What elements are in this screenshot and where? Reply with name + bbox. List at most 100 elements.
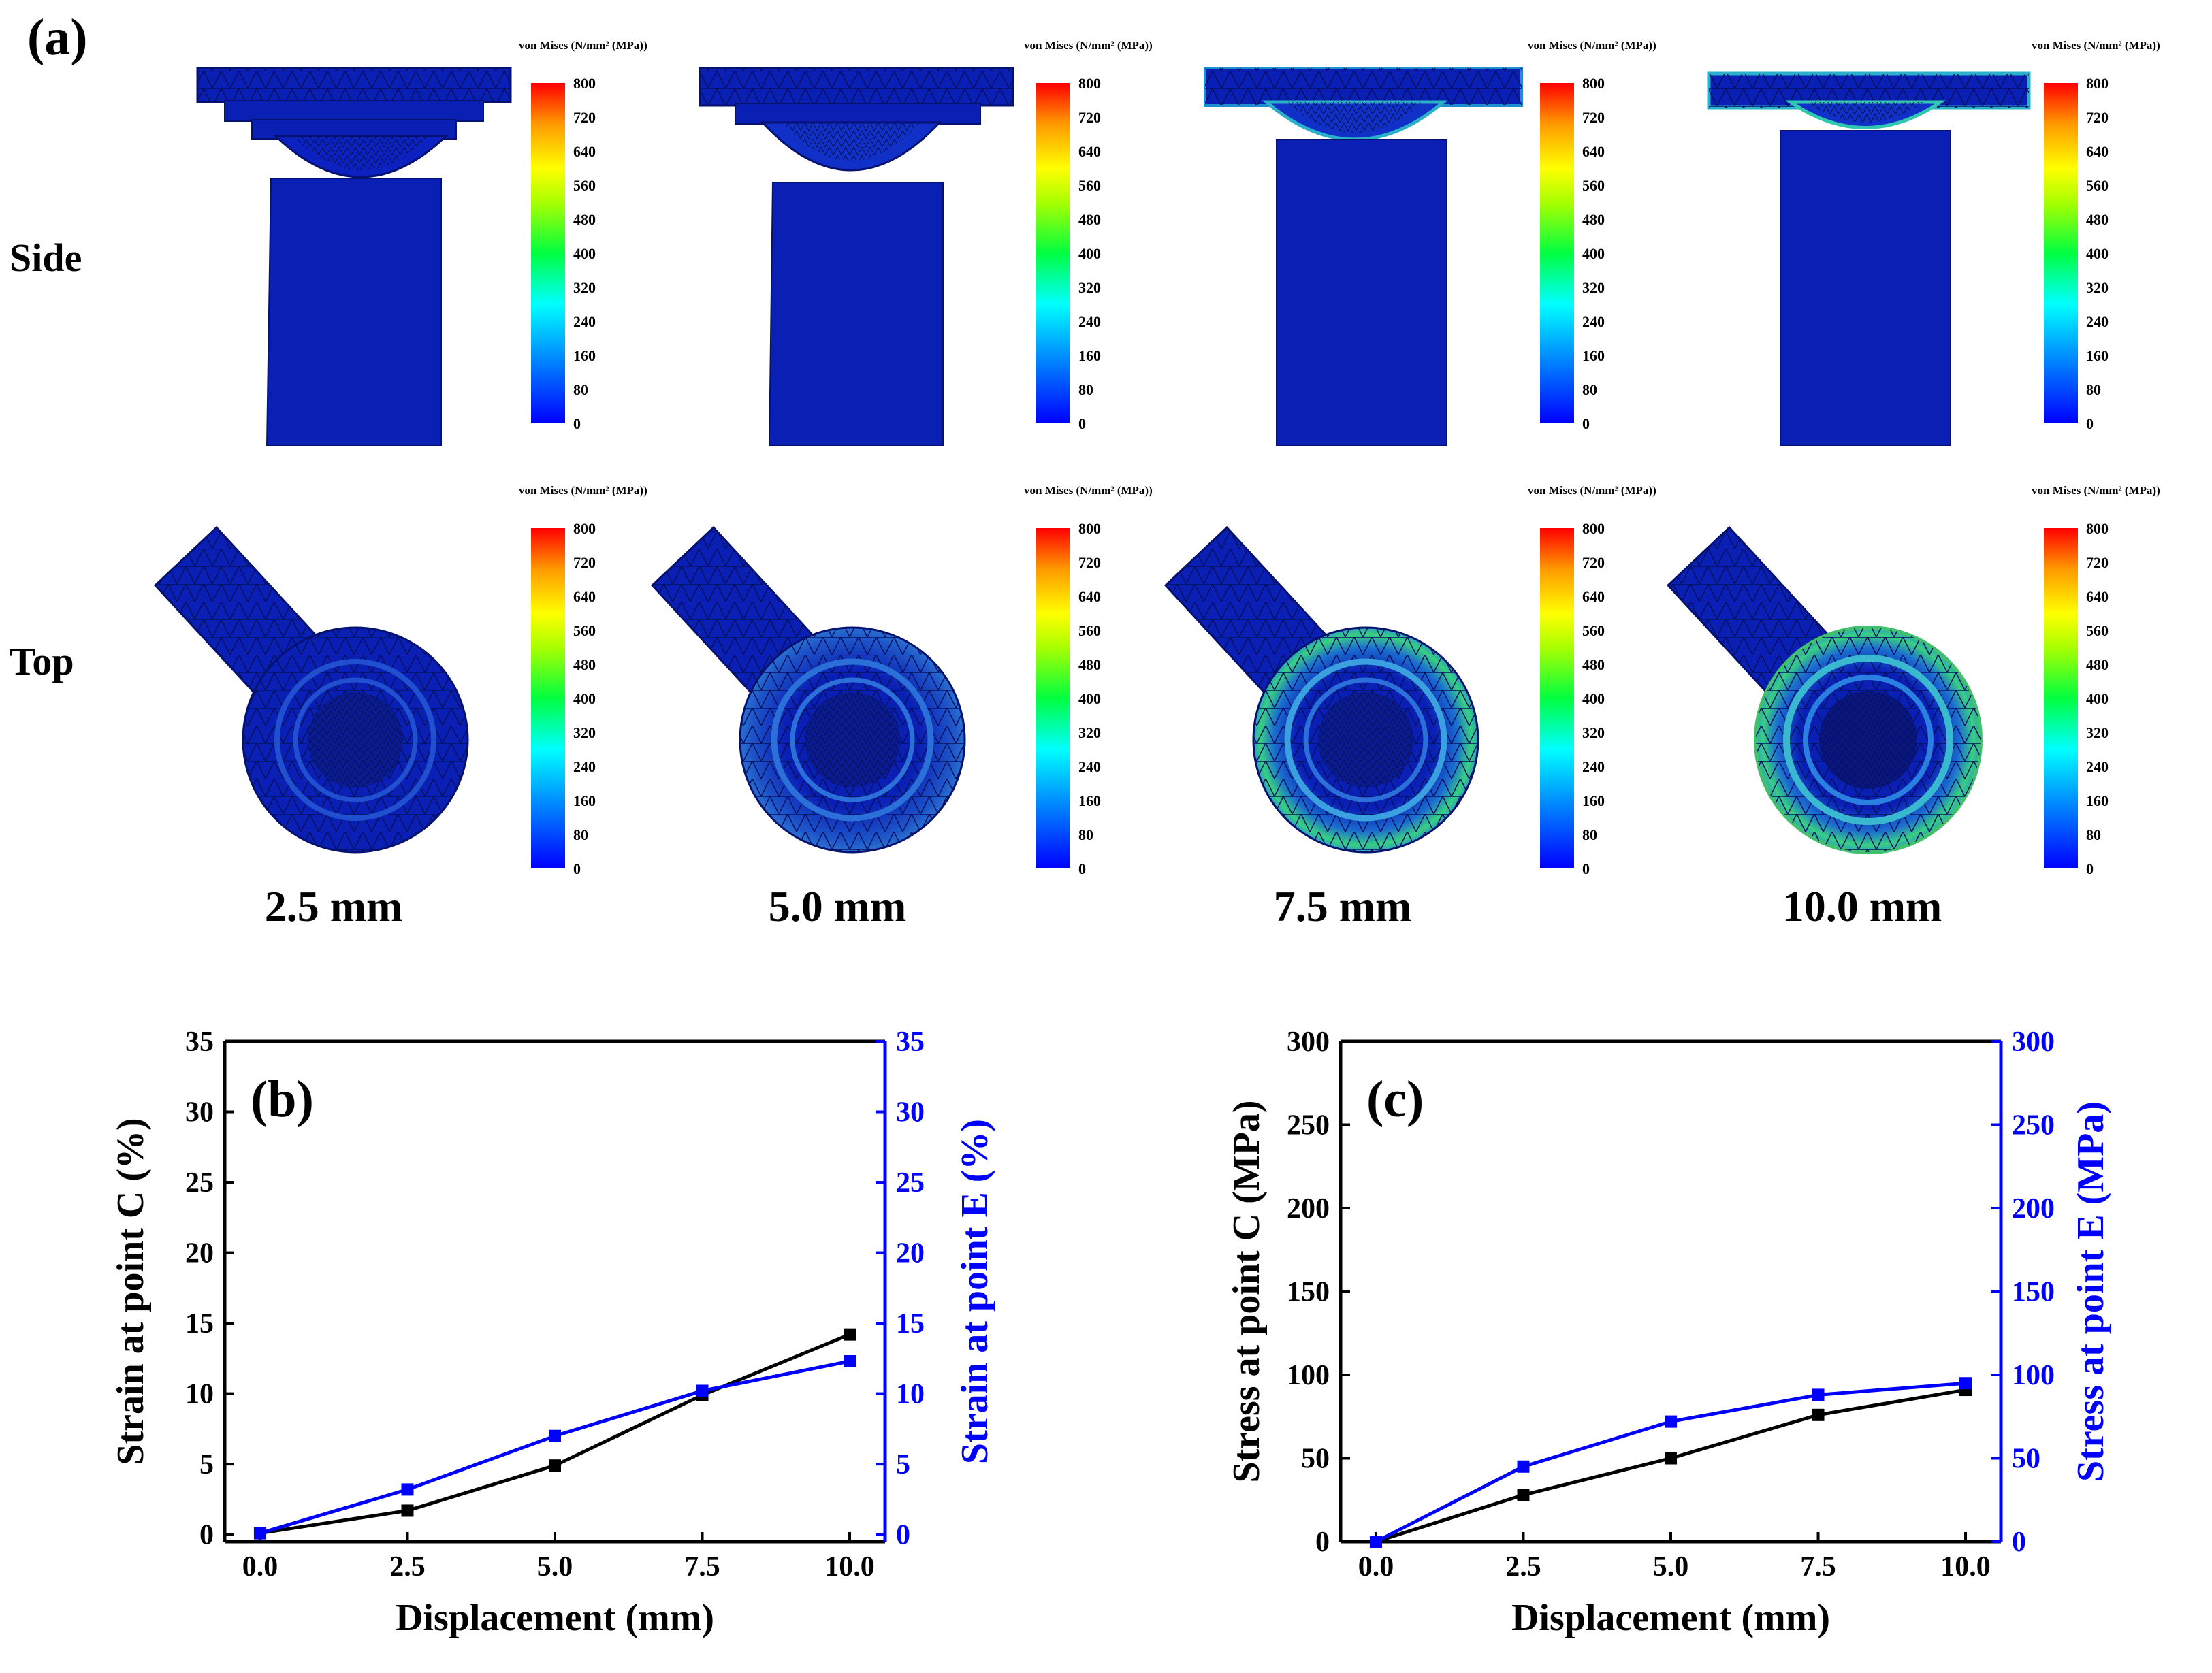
colorbar-tick: 160	[573, 347, 596, 364]
colorbar-6: von Mises (N/mm² (MPa))80072064056048040…	[1024, 484, 1153, 877]
colorbar-tick: 800	[1078, 75, 1101, 92]
colorbar-tick: 720	[1078, 554, 1101, 571]
colorbar-tick: 800	[1078, 520, 1101, 537]
colorbar-tick: 640	[1582, 588, 1605, 605]
colorbar-tick: 560	[2086, 622, 2109, 639]
colorbar-tick: 160	[2086, 347, 2109, 364]
y-tick-label: 50	[1301, 1444, 1330, 1475]
y-tick-label: 300	[1287, 1026, 1330, 1058]
y-tick-label: 20	[185, 1238, 214, 1269]
colorbar-tick: 640	[1582, 143, 1605, 160]
colorbar-title: von Mises (N/mm² (MPa))	[2032, 39, 2160, 52]
colorbar-tick: 560	[1582, 177, 1605, 194]
colorbar-tick: 240	[573, 758, 596, 775]
colorbar-tick: 800	[573, 75, 596, 92]
y-tick-label: 5	[199, 1449, 214, 1480]
colorbar-title: von Mises (N/mm² (MPa))	[1528, 39, 1656, 52]
colorbar-tick: 480	[1078, 656, 1101, 673]
y-tick-label: 200	[1287, 1193, 1330, 1224]
x-axis-label: Displacement (mm)	[1511, 1597, 1830, 1639]
colorbar-tick: 800	[1582, 520, 1605, 537]
y-tick-label: 0	[199, 1520, 214, 1551]
colorbar-tick: 320	[573, 279, 596, 296]
top-view-2.5mm	[153, 525, 469, 854]
data-point	[1665, 1452, 1677, 1465]
y2-tick-label: 0	[2012, 1527, 2026, 1558]
colorbar-3: von Mises (N/mm² (MPa))80072064056048040…	[1528, 39, 1656, 432]
colorbar-tick: 640	[2086, 143, 2109, 160]
colorbar-tick: 240	[1582, 758, 1605, 775]
y-tick-label: 10	[185, 1379, 214, 1410]
y-tick-label: 35	[185, 1026, 214, 1058]
y2-tick-label: 20	[896, 1238, 925, 1269]
colorbar-tick: 160	[1078, 792, 1101, 809]
colorbar-tick: 720	[573, 554, 596, 571]
colorbar-tick: 400	[1078, 690, 1101, 707]
colorbar-tick: 400	[573, 690, 596, 707]
colorbar-tick: 800	[1582, 75, 1605, 92]
x-tick-label: 2.5	[1505, 1551, 1541, 1582]
colorbar-tick: 0	[1582, 860, 1590, 877]
colorbar-tick: 160	[1582, 347, 1605, 364]
colorbar-gradient	[1540, 83, 1574, 423]
data-point	[696, 1384, 709, 1397]
y-tick-label: 15	[185, 1308, 214, 1339]
data-point	[1369, 1536, 1382, 1548]
colorbar-tick: 560	[573, 622, 596, 639]
colorbar-tick: 320	[573, 724, 596, 741]
data-point	[1665, 1415, 1677, 1428]
colorbar-tick: 720	[1078, 109, 1101, 126]
colorbar-gradient	[531, 528, 565, 868]
colorbar-4: von Mises (N/mm² (MPa))80072064056048040…	[2032, 39, 2160, 432]
colorbar-tick: 80	[1582, 381, 1597, 398]
x-tick-label: 5.0	[537, 1551, 573, 1582]
colorbar-tick: 80	[2086, 381, 2101, 398]
colorbar-tick: 480	[2086, 656, 2109, 673]
colorbar-tick: 800	[573, 520, 596, 537]
panel-label: (c)	[1366, 1071, 1424, 1128]
colorbar-tick: 640	[2086, 588, 2109, 605]
disp-label-2.5mm: 2.5 mm	[264, 882, 403, 930]
colorbar-tick: 80	[1582, 826, 1597, 843]
colorbar-tick: 560	[1078, 177, 1101, 194]
colorbar-tick: 320	[1582, 724, 1605, 741]
colorbar-tick: 320	[2086, 279, 2109, 296]
y2-tick-label: 25	[896, 1167, 925, 1199]
data-point	[401, 1483, 414, 1496]
colorbar-tick: 160	[573, 792, 596, 809]
x-tick-label: 7.5	[684, 1551, 720, 1582]
colorbar-tick: 400	[1582, 245, 1605, 262]
colorbar-title: von Mises (N/mm² (MPa))	[519, 484, 647, 497]
colorbar-tick: 0	[2086, 415, 2094, 432]
data-point	[1812, 1388, 1825, 1401]
y2-axis-label: Strain at point E (%)	[954, 1119, 996, 1464]
colorbar-tick: 320	[2086, 724, 2109, 741]
data-point	[253, 1527, 266, 1540]
colorbar-tick: 400	[2086, 690, 2109, 707]
colorbar-gradient	[1036, 83, 1070, 423]
x-tick-label: 10.0	[824, 1551, 875, 1582]
y2-axis-label: Stress at point E (MPa)	[2070, 1101, 2112, 1482]
colorbar-tick: 480	[1582, 656, 1605, 673]
y-axis-label: Stress at point C (MPa)	[1225, 1100, 1268, 1482]
colorbar-tick: 800	[2086, 520, 2109, 537]
colorbar-5: von Mises (N/mm² (MPa))80072064056048040…	[519, 484, 647, 877]
colorbar-7: von Mises (N/mm² (MPa))80072064056048040…	[1528, 484, 1656, 877]
colorbar-tick: 0	[573, 415, 581, 432]
y2-tick-label: 5	[896, 1449, 910, 1480]
colorbar-tick: 720	[2086, 109, 2109, 126]
x-tick-label: 10.0	[1940, 1551, 1991, 1582]
colorbar-gradient	[1540, 528, 1574, 868]
colorbar-tick: 240	[2086, 758, 2109, 775]
side-view-2.5mm	[196, 67, 512, 446]
colorbar-tick: 240	[2086, 313, 2109, 330]
data-point	[549, 1429, 561, 1442]
colorbar-tick: 80	[2086, 826, 2101, 843]
colorbar-gradient	[531, 83, 565, 423]
colorbar-tick: 240	[1078, 758, 1101, 775]
y-tick-label: 250	[1287, 1110, 1330, 1141]
colorbar-8: von Mises (N/mm² (MPa))80072064056048040…	[2032, 484, 2160, 877]
colorbar-tick: 640	[573, 143, 596, 160]
y2-tick-label: 250	[2012, 1110, 2055, 1141]
top-view-7.5mm	[1164, 525, 1479, 854]
